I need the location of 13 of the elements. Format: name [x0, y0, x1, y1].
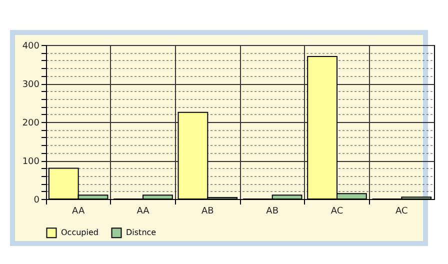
legend-label: Occupied: [61, 228, 98, 237]
x-tick-label: AC: [330, 206, 344, 216]
y-tick-label: 100: [22, 157, 40, 167]
x-tick-label: AB: [266, 206, 279, 216]
y-tick-label: 200: [22, 118, 40, 128]
y-tick-label: 400: [22, 42, 40, 52]
legend-label: Distnce: [126, 228, 156, 237]
y-tick-label: 300: [22, 80, 40, 90]
x-tick-label: AB: [201, 206, 214, 216]
x-tick-label: AC: [396, 206, 408, 216]
y-tick-label: 0: [34, 196, 40, 206]
x-tick-label: AA: [136, 206, 150, 216]
x-tick-label: AA: [72, 206, 86, 216]
